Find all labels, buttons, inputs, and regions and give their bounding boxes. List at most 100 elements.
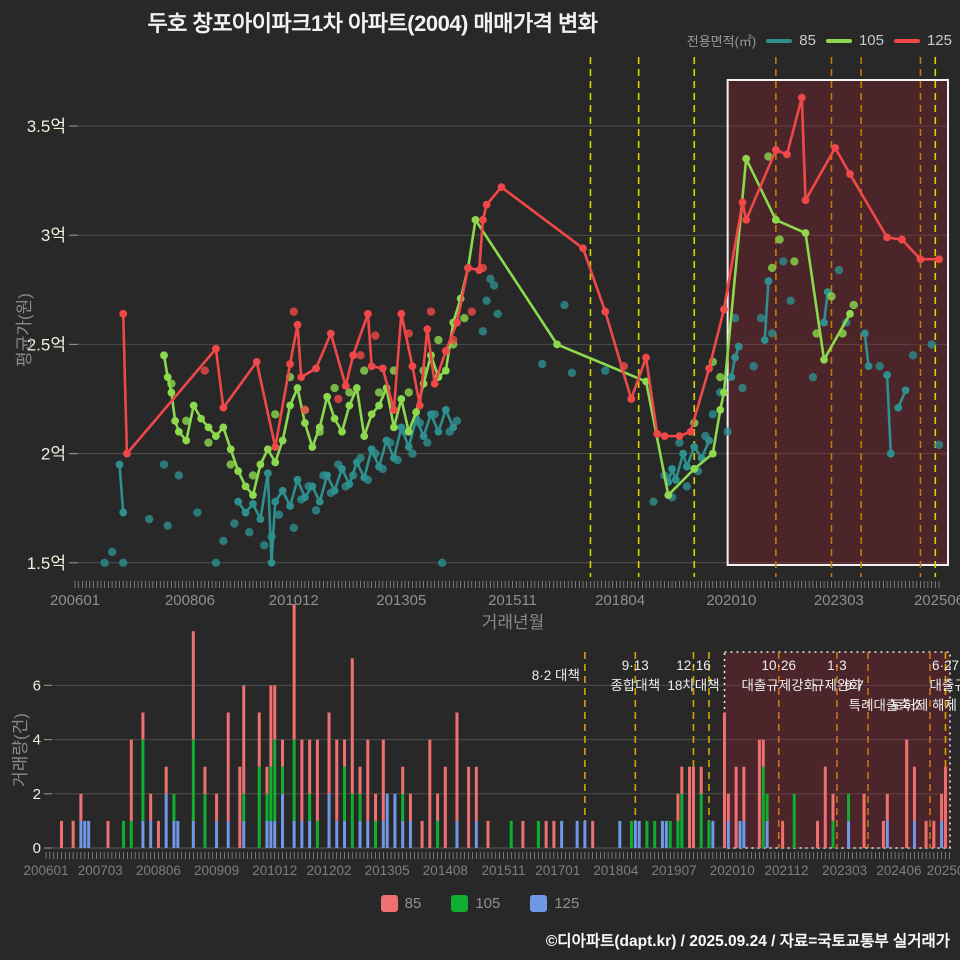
price-xtick-label: 201804 [595, 592, 645, 609]
avg-price-point [293, 384, 302, 392]
avg-price-point [197, 414, 205, 423]
bar-85 [408, 793, 412, 821]
bar-105 [374, 820, 378, 848]
avg-price-point [479, 216, 487, 224]
bar-85 [726, 793, 730, 821]
bar-125 [335, 820, 339, 848]
volume-chart-legend: 85 105 125 [0, 895, 960, 912]
bar-85 [242, 685, 246, 794]
bar-125 [149, 820, 153, 848]
avg-price-point [434, 427, 443, 436]
avg-price-point [204, 423, 213, 432]
avg-price-point [742, 216, 751, 224]
avg-price-point [883, 233, 891, 242]
avg-price-point [286, 360, 294, 368]
volume-xtick-label: 202010 [710, 863, 755, 878]
avg-price-point [263, 445, 272, 454]
avg-price-point [423, 325, 432, 334]
avg-price-point [397, 395, 406, 403]
bar-85 [226, 712, 230, 821]
bar-105 [761, 766, 765, 848]
bar-125 [401, 820, 405, 848]
sale-point [834, 265, 844, 275]
bar-125 [242, 820, 246, 848]
price-xtick-label: 202010 [706, 592, 756, 609]
volume-yaxis-title: 거래량(건) [11, 713, 30, 787]
avg-price-point [263, 469, 272, 478]
bar-125 [292, 820, 296, 848]
sale-point [908, 351, 918, 360]
avg-price-point [475, 266, 484, 275]
avg-price-point [249, 491, 257, 499]
sale-point [289, 523, 298, 533]
avg-price-line [822, 290, 830, 324]
sale-point [486, 274, 495, 284]
price-ytick-label: 2.5억 [27, 335, 66, 354]
bar-105 [536, 820, 540, 848]
bar-105 [280, 766, 284, 794]
sale-point [675, 438, 684, 447]
volume-xtick-label: 200601 [23, 863, 68, 878]
volume-ytick-label: 6 [33, 677, 41, 694]
bar-125 [191, 820, 195, 848]
policy-event-label: 8·2 대책 [532, 668, 580, 683]
volume-xtick-label: 201305 [365, 863, 410, 878]
sale-point [163, 521, 172, 530]
volume-legend-item-85[interactable]: 85 [380, 895, 421, 912]
avg-price-point [660, 432, 669, 441]
sale-point [193, 508, 202, 517]
avg-price-point [734, 342, 743, 351]
price-chart-legend: 전용면적(㎡) 85 105 125 [687, 31, 952, 50]
bar-125 [327, 793, 331, 848]
avg-price-point [441, 366, 450, 375]
bar-125 [176, 820, 180, 848]
price-ytick-label: 3억 [41, 226, 66, 245]
sale-point [749, 362, 758, 371]
sale-point [723, 427, 732, 436]
volume-ytick-label: 2 [33, 786, 41, 803]
bar-125 [141, 820, 145, 848]
price-xtick-label: 201305 [376, 592, 426, 609]
legend-item-105[interactable]: 105 [825, 32, 884, 49]
bar-125 [408, 820, 412, 848]
sale-point [245, 528, 254, 537]
legend-item-85[interactable]: 85 [766, 32, 816, 49]
sale-point [927, 340, 936, 349]
sale-point [708, 410, 718, 419]
avg-price-point [686, 427, 695, 436]
legend-item-125[interactable]: 125 [893, 32, 952, 49]
policy-event-label: 규제완화 [812, 678, 862, 693]
bar-85 [358, 766, 362, 794]
bar-85 [781, 820, 785, 848]
bar-85 [544, 820, 548, 848]
volume-xtick-label: 202506 [927, 863, 960, 878]
volume-legend-item-125[interactable]: 125 [530, 895, 579, 912]
sale-point [767, 329, 777, 338]
avg-price-point [471, 216, 480, 224]
avg-price-point [553, 340, 561, 349]
sale-point [560, 300, 569, 310]
bar-105 [629, 820, 633, 848]
bar-85 [401, 766, 405, 794]
avg-price-point [160, 351, 168, 360]
policy-event-label: 특례대출축소 [849, 698, 924, 713]
avg-price-point [671, 475, 680, 484]
avg-price-point [182, 436, 191, 445]
avg-price-point [427, 410, 435, 419]
bar-125 [215, 820, 219, 848]
bar-85 [350, 658, 354, 794]
bar-105 [847, 793, 851, 821]
policy-event-label: 대출규제 [929, 678, 960, 693]
price-series-105 [160, 152, 858, 499]
sale-point [849, 300, 858, 310]
avg-price-point [771, 146, 780, 154]
bar-125 [393, 793, 397, 848]
avg-price-point [783, 150, 791, 159]
volume-legend-item-105[interactable]: 105 [451, 895, 500, 912]
avg-price-point [846, 309, 854, 318]
avg-price-point [123, 449, 131, 458]
series-105-swatch-icon [825, 38, 852, 43]
avg-price-point [367, 362, 376, 371]
avg-price-point [271, 497, 280, 506]
legend-title: 전용면적(㎡) [686, 34, 757, 49]
